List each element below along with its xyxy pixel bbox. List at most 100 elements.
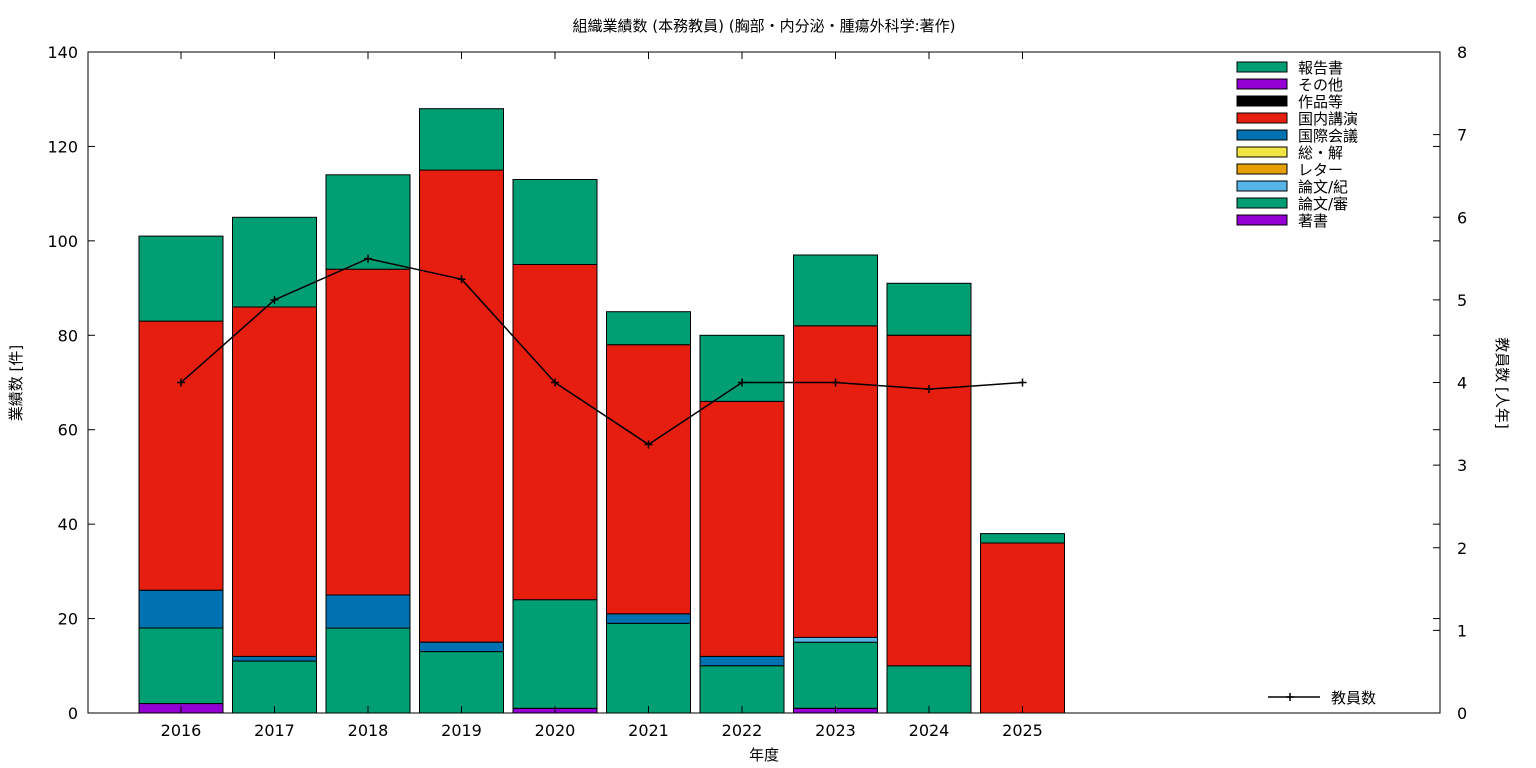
y-tick-label: 100 (47, 232, 78, 251)
bar-2022-series-9 (699, 334, 785, 402)
legend-label: 総・解 (1298, 144, 1343, 162)
y2-tick-label: 6 (1457, 208, 1467, 227)
legend-label: 報告書 (1298, 59, 1343, 77)
x-axis-label: 年度 (749, 746, 779, 764)
legend-label: 作品等 (1298, 93, 1343, 111)
bar-2022-series-5 (699, 655, 785, 667)
bar-2018-series-1 (325, 627, 411, 714)
y-tick-label: 140 (47, 43, 78, 62)
bar-2019-series-1 (419, 651, 504, 714)
bar-2017-series-1 (232, 660, 317, 714)
legend-line-label: 教員数 (1331, 689, 1376, 707)
legend-swatch-5 (1236, 146, 1288, 158)
bar-2022-series-6 (699, 400, 785, 657)
x-tick-label: 2023 (815, 721, 856, 740)
line-faculty-count (180, 257, 1023, 446)
bar-2025-series-9 (980, 533, 1065, 544)
legend-label: 論文/紀 (1298, 178, 1348, 196)
y-tick-label: 0 (68, 704, 78, 723)
legend-label: 国内講演 (1298, 110, 1358, 128)
legend-swatch-0 (1236, 61, 1288, 73)
x-tick-label: 2022 (722, 721, 763, 740)
legend-swatch-8 (1236, 197, 1288, 209)
x-axis: 2016 2017 2018 2019 2020 2021 2022 2023 2024 2025 (161, 52, 1043, 740)
y2-tick-label: 3 (1457, 456, 1467, 475)
bar-2018-series-9 (325, 174, 411, 270)
y2-tick-label: 5 (1457, 291, 1467, 310)
line-point-2025 (1018, 378, 1027, 387)
bar-2023-series-2 (793, 637, 878, 643)
bar-2020-series-1 (512, 599, 598, 709)
line-point-2018 (364, 254, 372, 263)
y-tick-label: 120 (47, 137, 78, 156)
y2-tick-label: 0 (1457, 704, 1467, 723)
y-tick-label: 60 (58, 421, 78, 440)
bar-2017-series-5 (232, 655, 317, 662)
y2-tick-label: 8 (1457, 43, 1467, 62)
legend-label: レター (1298, 161, 1343, 179)
bar-2024-series-1 (886, 665, 972, 714)
x-tick-label: 2025 (1002, 721, 1043, 740)
bar-2021-series-9 (606, 311, 691, 346)
legend-swatch-3 (1236, 112, 1288, 124)
legend-label: 論文/審 (1298, 195, 1348, 213)
bar-2022-series-1 (699, 665, 785, 714)
bar-2019-series-5 (419, 641, 504, 653)
y2-tick-label: 1 (1457, 621, 1467, 640)
y2-axis: 0 1 2 3 4 5 6 7 8 (1433, 43, 1467, 723)
legend-swatch-1 (1236, 78, 1288, 90)
bar-2021-series-6 (606, 344, 691, 615)
line-point-2021 (644, 440, 653, 449)
line-layer (177, 254, 1027, 449)
y2-axis-label: 教員数 [人年] (1493, 337, 1511, 428)
bar-2024-series-6 (886, 334, 972, 667)
bar-2020-series-9 (512, 179, 598, 265)
line-point-2023 (831, 378, 840, 387)
line-point-2019 (457, 275, 466, 284)
y2-tick-label: 7 (1457, 126, 1467, 145)
y-tick-label: 80 (58, 326, 78, 345)
legend-line-marker (1286, 693, 1294, 701)
bar-2016-series-1 (138, 627, 224, 704)
line-point-2020 (551, 378, 559, 387)
x-tick-label: 2021 (628, 721, 669, 740)
legend-swatch-2 (1236, 95, 1288, 107)
x-tick-label: 2020 (535, 721, 576, 740)
bar-2023-series-6 (793, 325, 878, 638)
line-point-2017 (270, 295, 279, 304)
bar-2021-series-5 (606, 613, 691, 624)
bar-2016-series-9 (138, 235, 224, 322)
legend-swatch-4 (1236, 129, 1288, 141)
bar-2021-series-1 (606, 622, 691, 714)
bar-2025-series-6 (980, 542, 1065, 714)
bar-2018-series-5 (325, 594, 411, 629)
y2-tick-label: 4 (1457, 374, 1467, 393)
bar-2016-series-5 (138, 589, 224, 629)
x-tick-label: 2016 (161, 721, 202, 740)
y-axis-label: 業績数 [件] (7, 345, 25, 421)
x-tick-label: 2019 (441, 721, 482, 740)
bar-2018-series-6 (325, 268, 411, 596)
bar-2017-series-6 (232, 306, 317, 657)
line-point-2024 (925, 385, 933, 394)
bar-2019-series-6 (419, 169, 504, 643)
y2-tick-label: 2 (1457, 539, 1467, 558)
chart-title: 組織業績数 (本務教員) (胸部・内分泌・腫瘍外科学:著作) (572, 17, 955, 35)
bar-2023-series-1 (793, 641, 878, 709)
bar-2023-series-9 (793, 254, 878, 327)
legend-swatch-7 (1236, 180, 1288, 192)
bar-2016-series-6 (138, 320, 224, 591)
line-point-2022 (738, 378, 746, 387)
y-axis: 0 20 40 60 80 100 120 140 (47, 43, 1440, 723)
legend-label: その他 (1298, 76, 1343, 94)
x-tick-label: 2024 (909, 721, 950, 740)
y-tick-label: 40 (58, 515, 78, 534)
legend-swatch-6 (1236, 163, 1288, 175)
legend-label: 著書 (1298, 212, 1328, 230)
bar-2020-series-6 (512, 264, 598, 601)
bar-2017-series-9 (232, 216, 317, 308)
legend-label: 国際会議 (1298, 127, 1358, 145)
line-point-2016 (177, 378, 185, 387)
